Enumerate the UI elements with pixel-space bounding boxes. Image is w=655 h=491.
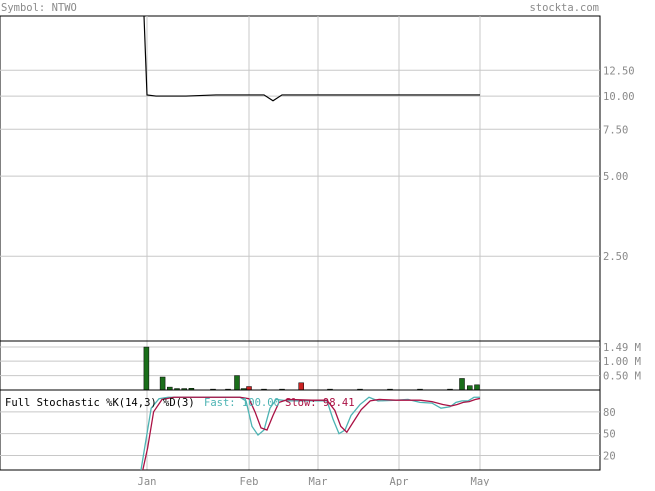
- x-tick-label: Mar: [309, 476, 328, 486]
- volume-bar: [467, 385, 473, 391]
- stochastic-title: Full Stochastic %K(14,3) %D(3): [5, 397, 195, 409]
- x-axis: Jan Feb Mar Apr May: [138, 476, 490, 488]
- price-tick-label: 10.00: [603, 91, 635, 103]
- fast-label: Fast: 100.00: [204, 397, 280, 409]
- price-panel: 12.50 10.00 7.50 5.00 2.50: [0, 15, 635, 470]
- symbol-label: Symbol: NTWO: [1, 2, 77, 14]
- x-tick-label: Feb: [240, 476, 259, 486]
- slow-line: [142, 396, 481, 471]
- stochastic-tick-label: 50: [603, 429, 616, 441]
- volume-bar: [459, 378, 465, 391]
- site-label: stockta.com: [529, 2, 599, 14]
- price-tick-label: 12.50: [603, 65, 635, 77]
- price-tick-label: 7.50: [603, 124, 628, 136]
- stochastic-tick-label: 20: [603, 450, 616, 462]
- volume-bar: [159, 376, 166, 391]
- volume-panel: 1.49 M 1.00 M 0.50 M: [0, 340, 641, 391]
- volume-tick-label: 1.49 M: [603, 342, 641, 354]
- stochastic-tick-label: 80: [603, 407, 616, 419]
- price-tick-label: 2.50: [603, 251, 628, 263]
- x-tick-label: May: [471, 476, 490, 486]
- stochastic-panel: 80 50 20: [0, 389, 616, 471]
- volume-bar: [474, 384, 480, 391]
- slow-label: Slow: 98.41: [285, 397, 355, 409]
- price-tick-label: 5.00: [603, 171, 628, 183]
- volume-tick-label: 1.00 M: [603, 356, 641, 368]
- volume-bar: [234, 375, 240, 391]
- stochastic-frame: [0, 389, 601, 471]
- volume-bar: [143, 346, 150, 391]
- volume-tick-label: 0.50 M: [603, 371, 641, 383]
- x-tick-label: Apr: [390, 476, 409, 486]
- price-line: [143, 15, 480, 102]
- volume-bar: [298, 382, 304, 391]
- volume-bar: [246, 386, 252, 391]
- price-frame: [0, 15, 601, 342]
- x-tick-label: Jan: [138, 476, 157, 486]
